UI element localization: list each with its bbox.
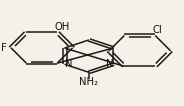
Text: N: N	[65, 59, 72, 69]
Text: F: F	[1, 43, 7, 53]
Text: Cl: Cl	[153, 25, 162, 35]
Text: N: N	[106, 59, 113, 69]
Text: NH₂: NH₂	[79, 77, 98, 87]
Text: OH: OH	[54, 22, 69, 32]
